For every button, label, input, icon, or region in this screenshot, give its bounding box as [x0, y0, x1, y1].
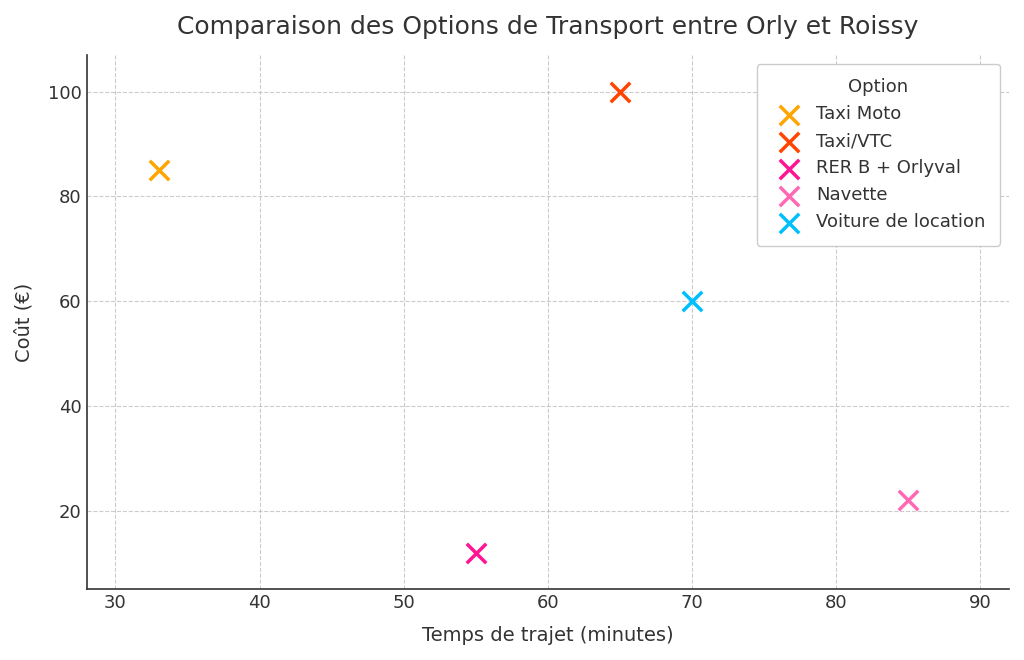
- Taxi Moto: [151, 165, 167, 176]
- Y-axis label: Coût (€): Coût (€): [15, 282, 34, 362]
- X-axis label: Temps de trajet (minutes): Temps de trajet (minutes): [422, 626, 674, 645]
- Legend: Taxi Moto, Taxi/VTC, RER B + Orlyval, Navette, Voiture de location: Taxi Moto, Taxi/VTC, RER B + Orlyval, Na…: [757, 64, 1000, 246]
- RER B + Orlyval: [468, 547, 484, 558]
- Navette: [900, 495, 916, 506]
- Taxi/VTC: [611, 86, 628, 97]
- Title: Comparaison des Options de Transport entre Orly et Roissy: Comparaison des Options de Transport ent…: [177, 15, 919, 39]
- Voiture de location: [684, 296, 700, 306]
